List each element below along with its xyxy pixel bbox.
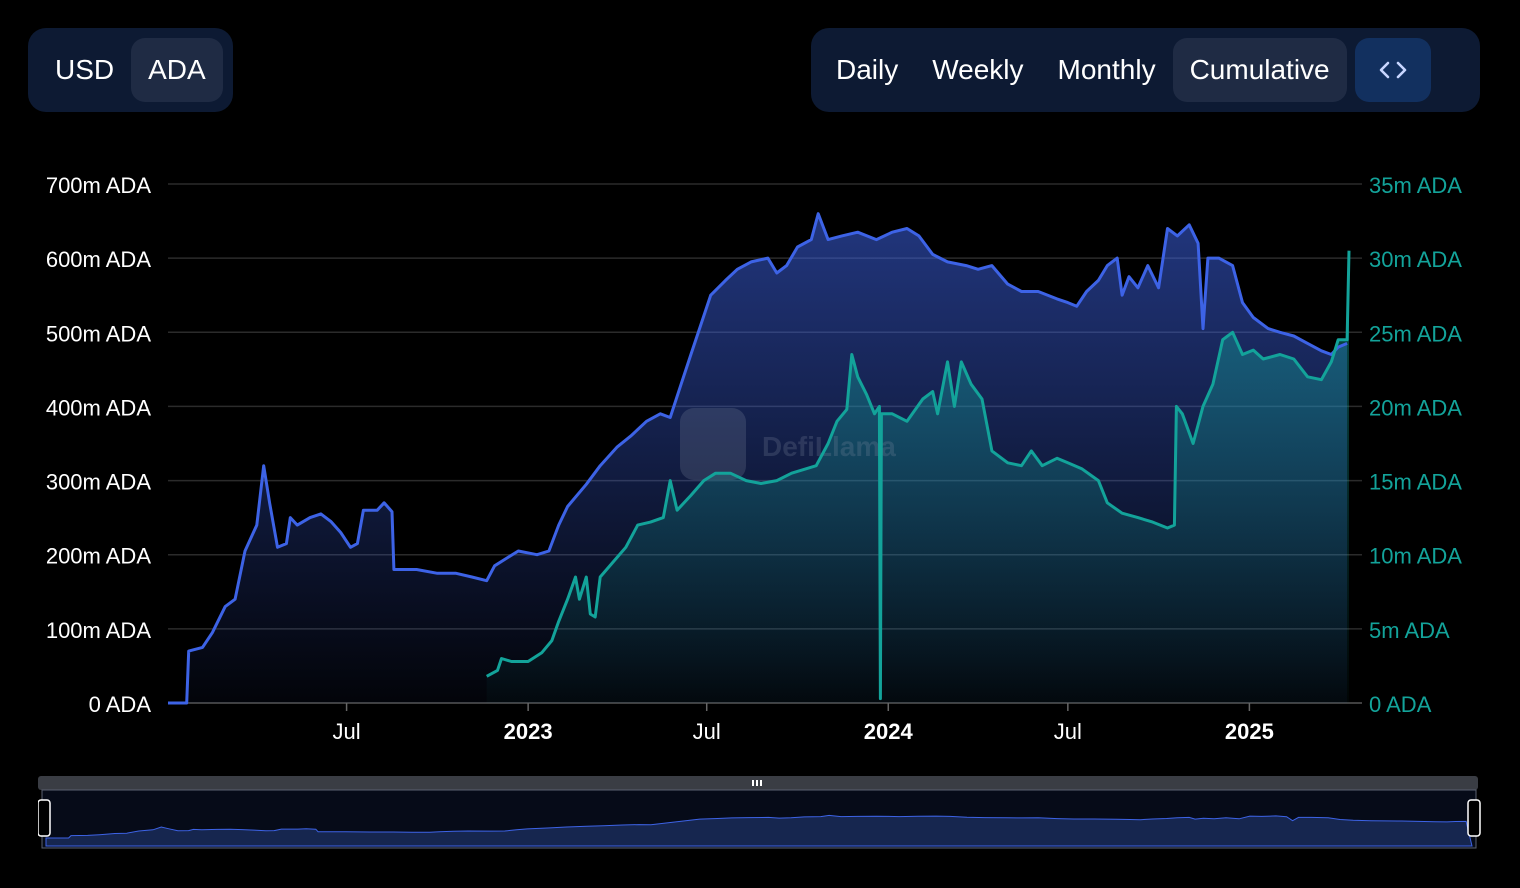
x-tick-label: Jul (333, 719, 361, 744)
daily-button[interactable]: Daily (836, 54, 899, 85)
x-tick-label: 2023 (504, 719, 553, 744)
series-areas (168, 213, 1349, 703)
watermark-text: DefiLlama (762, 431, 896, 462)
y-axis-left: 0 ADA 100m ADA 200m ADA 300m ADA 400m ADA 500… (46, 173, 151, 717)
x-tick-label: 2025 (1225, 719, 1274, 744)
y-left-tick-label: 500m ADA (46, 321, 151, 346)
y-left-tick-label: 200m ADA (46, 544, 151, 569)
brush-handle-left[interactable] (38, 799, 51, 837)
x-tick-label: Jul (693, 719, 721, 744)
y-right-tick-label: 20m ADA (1369, 395, 1462, 420)
x-tick-label: Jul (1054, 719, 1082, 744)
ada-button[interactable]: ADA (131, 38, 223, 102)
y-axis-right: 0 ADA 5m ADA 10m ADA 15m ADA 20m ADA 25m ADA 3… (1369, 173, 1462, 717)
currency-toggle: USD ADA (28, 28, 233, 112)
cumulative-button[interactable]: Cumulative (1172, 38, 1347, 102)
y-left-tick-label: 100m ADA (46, 618, 151, 643)
brush-mini-area (45, 814, 1473, 847)
y-right-tick-label: 10m ADA (1369, 544, 1462, 569)
y-left-tick-label: 600m ADA (46, 247, 151, 272)
y-left-tick-label: 0 ADA (89, 692, 152, 717)
brush-handle-right[interactable] (1467, 799, 1481, 837)
y-right-tick-label: 25m ADA (1369, 321, 1462, 346)
tvl-chart: DefiLlama 0 ADA 100m ADA 200m ADA 300m ADA 4… (46, 173, 1462, 744)
y-right-tick-label: 30m ADA (1369, 247, 1462, 272)
code-brackets-icon (1379, 61, 1406, 79)
monthly-button[interactable]: Monthly (1057, 54, 1156, 85)
range-brush[interactable] (38, 772, 1482, 856)
y-right-tick-label: 35m ADA (1369, 173, 1462, 198)
embed-button[interactable] (1354, 38, 1431, 102)
defillama-watermark: DefiLlama (680, 408, 896, 480)
usd-button[interactable]: USD (55, 54, 115, 85)
weekly-button[interactable]: Weekly (932, 54, 1024, 85)
y-left-tick-label: 700m ADA (46, 173, 151, 198)
y-right-tick-label: 5m ADA (1369, 618, 1450, 643)
x-tick-label: 2024 (864, 719, 914, 744)
y-left-tick-label: 300m ADA (46, 470, 151, 495)
y-right-tick-label: 0 ADA (1369, 692, 1432, 717)
volume-area (486, 250, 1349, 703)
x-axis: Jul 2023 Jul 2024 Jul 2025 (333, 703, 1274, 744)
volume-line (485, 250, 1351, 701)
series-lines (168, 212, 1351, 705)
y-left-tick-label: 400m ADA (46, 395, 151, 420)
period-toggle: Daily Weekly Monthly Cumulative (811, 28, 1480, 112)
brush-grip-icon[interactable] (752, 780, 762, 786)
y-right-tick-label: 15m ADA (1369, 470, 1462, 495)
tvl-line (168, 212, 1348, 705)
